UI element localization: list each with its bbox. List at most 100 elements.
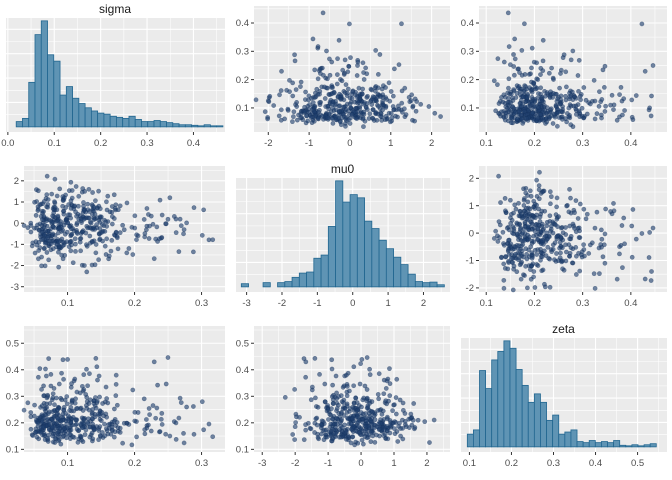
y-tick-label: 0.4 — [236, 365, 249, 376]
y-tick-label: 0.1 — [6, 445, 19, 456]
grid-major — [24, 166, 225, 292]
x-tick-label: 0.2 — [528, 138, 541, 149]
panel-plot: -3 -2 -1 0 1 2 0.1 0.2 0.3 0.4 0.5 — [236, 326, 450, 469]
axis-tick-marks — [21, 342, 203, 455]
y-tick-label: 0 — [14, 218, 19, 229]
y-tick-label: 0.4 — [461, 18, 474, 29]
x-tick-label: 0.0 — [1, 138, 14, 149]
y-tick-label: 0.2 — [6, 418, 19, 429]
panel-scatter-mu0-vs-zeta: 0.1 0.2 0.3 0.4 -2 -1 0 1 2 — [455, 160, 672, 320]
x-tick-label: 0.4 — [624, 138, 637, 149]
x-tick-label: -2 — [264, 138, 272, 149]
y-tick-label: 2 — [469, 174, 474, 185]
x-tick-label: 0.1 — [480, 138, 493, 149]
x-tick-label: 0.1 — [48, 138, 61, 149]
x-tick-label: 0.3 — [195, 458, 208, 469]
axis-tick-marks — [251, 342, 428, 455]
x-tick-label: 0 — [347, 138, 352, 149]
y-tick-label: -2 — [11, 261, 19, 272]
y-tick-label: 0.4 — [236, 18, 249, 29]
x-tick-label: 0.2 — [128, 298, 141, 309]
x-tick-label: 0.2 — [505, 458, 518, 469]
x-tick-label: 2 — [421, 298, 426, 309]
x-tick-label: 0.1 — [463, 458, 476, 469]
y-tick-label: 0.3 — [236, 47, 249, 58]
panel-plot: -3 -2 -1 0 1 2 — [236, 176, 450, 309]
y-tick-label: 0.4 — [6, 365, 19, 376]
panel-plot: 0.1 0.2 0.3 0.4 0.1 0.2 0.3 0.4 — [461, 6, 667, 149]
axis-tick-marks — [246, 292, 424, 295]
histogram-bars — [466, 340, 657, 448]
x-tick-label: -2 — [278, 298, 286, 309]
x-tick-label: 0.4 — [589, 458, 602, 469]
axis-tick-labels: -3 -2 -1 0 1 2 0.1 0.2 0.3 0.4 0.5 — [236, 338, 430, 469]
x-tick-label: 0.5 — [631, 458, 644, 469]
y-tick-label: -2 — [466, 283, 474, 294]
x-tick-label: -3 — [258, 458, 266, 469]
y-tick-label: 0.3 — [461, 47, 474, 58]
panel-scatter-zeta-vs-mu0: -3 -2 -1 0 1 2 0.1 0.2 0.3 0.4 0.5 — [230, 320, 455, 480]
x-tick-label: 2 — [429, 138, 434, 149]
x-tick-label: 0.1 — [480, 298, 493, 309]
scatter-points — [282, 355, 437, 448]
grid-major — [479, 6, 667, 132]
axis-tick-labels: -2 -1 0 1 2 0.1 0.2 0.3 0.4 — [236, 18, 434, 149]
histogram-bars — [15, 20, 224, 128]
axis-tick-labels: -3 -2 -1 0 1 2 — [242, 298, 426, 309]
x-tick-label: -3 — [242, 298, 250, 309]
axis-tick-marks — [251, 22, 433, 135]
axis-tick-marks — [476, 22, 632, 135]
panel-plot: 0.1 0.2 0.3 -3 -2 -1 0 1 2 — [11, 166, 225, 309]
x-tick-label: 0.2 — [128, 458, 141, 469]
panel-plot: 0.1 0.2 0.3 0.1 0.2 0.3 0.4 0.5 — [6, 326, 225, 469]
y-tick-label: 0.3 — [236, 391, 249, 402]
axis-tick-labels: 0.1 0.2 0.3 0.4 0.5 — [463, 458, 644, 469]
axis-tick-labels: 0.1 0.2 0.3 -3 -2 -1 0 1 2 — [11, 176, 209, 309]
panel-scatter-sigma-vs-zeta: 0.1 0.2 0.3 0.4 0.1 0.2 0.3 0.4 — [455, 0, 672, 160]
y-tick-label: 1 — [14, 197, 19, 208]
y-tick-label: 0.1 — [236, 103, 249, 114]
y-tick-label: 2 — [14, 176, 19, 187]
panel-scatter-sigma-vs-mu0: -2 -1 0 1 2 0.1 0.2 0.3 0.4 — [230, 0, 455, 160]
y-tick-label: 0.2 — [236, 418, 249, 429]
axis-tick-marks — [7, 132, 194, 135]
axis-tick-labels: 0.0 0.1 0.2 0.3 0.4 — [1, 138, 200, 149]
y-tick-label: 0 — [469, 228, 474, 239]
histogram-bars — [240, 180, 445, 288]
y-tick-label: 0.2 — [461, 75, 474, 86]
panel-zeta-histogram: zeta 0.1 0.2 0.3 0.4 0.5 — [455, 320, 672, 480]
x-tick-label: 0 — [358, 458, 363, 469]
panel-scatter-mu0-vs-sigma: 0.1 0.2 0.3 -3 -2 -1 0 1 2 — [0, 160, 230, 320]
scatter-points — [21, 173, 216, 275]
x-tick-label: 0.2 — [528, 298, 541, 309]
panel-plot: 0.1 0.2 0.3 0.4 -2 -1 0 1 2 — [466, 166, 667, 309]
axis-tick-marks — [21, 180, 203, 295]
panel-mu0-histogram: mu0 -3 -2 -1 0 1 2 — [230, 160, 455, 320]
axis-tick-labels: 0.1 0.2 0.3 0.4 -2 -1 0 1 2 — [466, 174, 638, 309]
grid-minor — [254, 326, 450, 452]
x-tick-label: 2 — [424, 458, 429, 469]
x-tick-label: -1 — [313, 298, 321, 309]
scatter-points — [21, 355, 216, 448]
y-tick-label: 0.1 — [236, 445, 249, 456]
x-tick-label: 0.3 — [140, 138, 153, 149]
y-tick-label: 0.5 — [236, 338, 249, 349]
x-tick-label: 1 — [385, 298, 390, 309]
x-tick-label: 0 — [350, 298, 355, 309]
y-tick-label: -1 — [466, 256, 474, 267]
panel-plot: 0.1 0.2 0.3 0.4 0.5 — [461, 336, 667, 469]
axis-tick-labels: 0.1 0.2 0.3 0.4 0.1 0.2 0.3 0.4 — [461, 18, 638, 149]
panel-scatter-zeta-vs-sigma: 0.1 0.2 0.3 0.1 0.2 0.3 0.4 0.5 — [0, 320, 230, 480]
x-tick-label: 0.4 — [624, 298, 637, 309]
x-tick-label: 0.3 — [195, 298, 208, 309]
scatter-points — [491, 169, 656, 293]
axis-tick-marks — [468, 452, 639, 455]
x-tick-label: 0.3 — [547, 458, 560, 469]
x-tick-label: 0.3 — [576, 138, 589, 149]
x-tick-label: 0.4 — [187, 138, 200, 149]
scatter-points — [491, 10, 656, 130]
grid-major — [254, 6, 450, 132]
panel-plot: 0.0 0.1 0.2 0.3 0.4 — [1, 16, 225, 149]
y-tick-label: 1 — [469, 201, 474, 212]
